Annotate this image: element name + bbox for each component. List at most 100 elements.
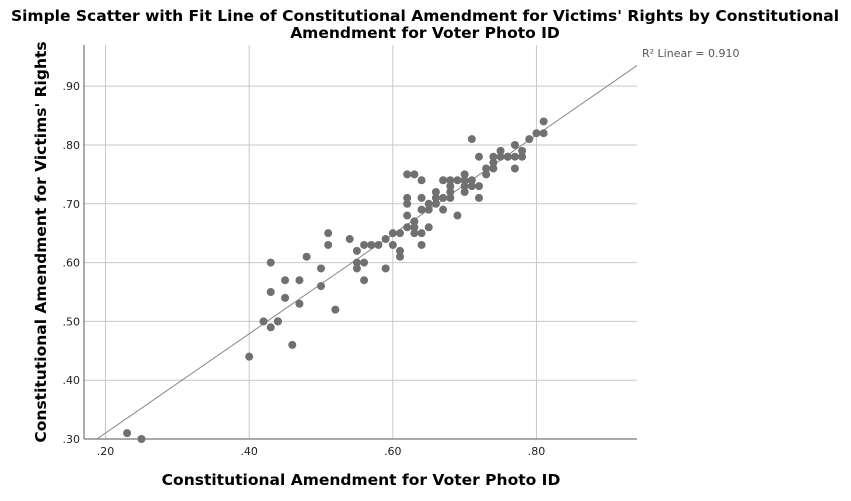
y-tick-label: .90 [63, 80, 81, 93]
data-point [424, 223, 433, 232]
data-point [259, 317, 268, 326]
data-point [503, 152, 512, 161]
data-point [281, 293, 290, 302]
data-point [324, 240, 333, 249]
data-point [446, 188, 455, 197]
data-point [475, 193, 483, 202]
data-point [360, 240, 369, 249]
data-point [360, 258, 369, 267]
data-point [388, 229, 397, 238]
data-point [417, 205, 426, 214]
data-point [295, 276, 304, 285]
data-point [446, 182, 455, 191]
data-point [417, 240, 426, 249]
data-point [410, 223, 419, 232]
data-point [489, 164, 498, 173]
data-point [453, 176, 462, 185]
chart-title-line-1: Simple Scatter with Fit Line of Constitu… [11, 7, 839, 25]
fit-line-group [96, 65, 638, 440]
data-point [396, 246, 404, 255]
data-points [123, 117, 548, 443]
chart-title-line-2: Amendment for Voter Photo ID [290, 24, 560, 42]
data-point [439, 205, 448, 214]
data-point [496, 152, 505, 161]
data-point [273, 317, 282, 326]
data-point [417, 229, 426, 238]
data-point [388, 240, 397, 249]
data-point [352, 264, 361, 273]
y-axis-title: Constitutional Amendment for Victims' Ri… [32, 41, 50, 442]
data-point [352, 246, 361, 255]
data-point [360, 276, 369, 285]
data-point [396, 252, 404, 261]
data-point [381, 235, 390, 244]
data-point [317, 282, 325, 291]
data-point [460, 176, 469, 185]
data-point [439, 193, 448, 202]
data-point [489, 152, 498, 161]
data-point [518, 146, 527, 155]
y-tick-label: .60 [63, 257, 81, 270]
data-point [410, 229, 419, 238]
x-tick-label: .20 [97, 445, 115, 458]
x-axis-title: Constitutional Amendment for Voter Photo… [162, 471, 561, 489]
data-point [396, 229, 404, 238]
data-point [403, 199, 412, 208]
data-point [431, 188, 440, 197]
data-point [431, 193, 440, 202]
data-point [525, 135, 534, 144]
data-point [539, 117, 548, 126]
x-tick-label: .80 [528, 445, 546, 458]
data-point [518, 152, 527, 161]
data-point [496, 146, 505, 155]
data-point [510, 164, 519, 173]
data-point [403, 193, 412, 202]
data-point [475, 182, 483, 191]
data-point [475, 152, 483, 161]
data-point [367, 240, 376, 249]
data-point [295, 299, 304, 308]
data-point [467, 182, 476, 191]
data-point [245, 352, 254, 361]
fit-line [96, 65, 638, 440]
data-point [460, 188, 469, 197]
data-point [417, 193, 426, 202]
data-point [137, 435, 146, 443]
data-point [266, 258, 275, 267]
data-point [446, 176, 455, 185]
data-point [417, 176, 426, 185]
data-point [539, 129, 548, 138]
data-point [374, 240, 383, 249]
y-tick-label: .50 [63, 315, 81, 328]
data-point [403, 170, 412, 179]
data-point [532, 129, 541, 138]
data-point [510, 140, 519, 149]
x-tick-label: .60 [384, 445, 402, 458]
data-point [288, 340, 297, 349]
y-tick-label: .40 [63, 374, 81, 387]
data-point [381, 264, 390, 273]
data-point [266, 287, 275, 296]
data-point [460, 170, 469, 179]
y-tick-label: .30 [63, 433, 81, 446]
data-point [510, 152, 519, 161]
data-point [266, 323, 275, 332]
x-tick-label: .40 [240, 445, 258, 458]
data-point [123, 429, 132, 438]
data-point [453, 211, 462, 220]
data-point [281, 276, 290, 285]
data-point [424, 205, 433, 214]
data-point [324, 229, 333, 238]
grid-lines [84, 45, 637, 440]
data-point [410, 170, 419, 179]
y-tick-label: .70 [63, 198, 81, 211]
y-tick-label: .80 [63, 139, 81, 152]
data-point [439, 176, 448, 185]
data-point [489, 158, 498, 167]
tick-labels: .20 .40 .60 .80 .30 .40 .50 .60 .70 .80 .90 [63, 80, 546, 458]
data-point [403, 223, 412, 232]
data-point [352, 258, 361, 267]
data-point [403, 211, 412, 220]
data-point [467, 135, 476, 144]
